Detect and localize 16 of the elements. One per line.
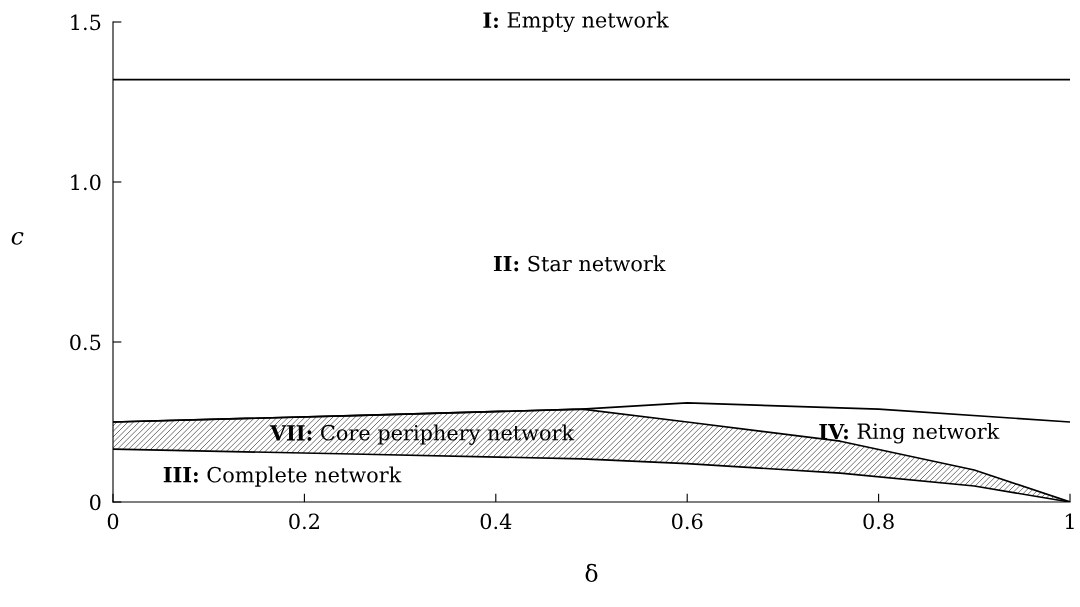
annotation: II: Star network — [493, 255, 666, 272]
annotation: III: Complete network — [163, 466, 402, 487]
x-tick-label: 1 — [1065, 513, 1074, 529]
y-tick-label: 0.5 — [70, 334, 101, 351]
x-tick-label: 0.2 — [289, 513, 319, 530]
y-tick-label: 0 — [90, 494, 101, 511]
x-tick-label: 0 — [107, 513, 119, 530]
x-tick-label: 0.4 — [480, 513, 512, 530]
y-tick-label: 1.0 — [71, 174, 101, 191]
x-tick-label: 0.6 — [672, 513, 703, 530]
annotation: I: Empty network — [483, 11, 669, 33]
x-axis-title: δ — [585, 563, 598, 583]
annotation: IV: Ring network — [819, 422, 1000, 444]
x-tick-label: 0.8 — [863, 513, 894, 530]
y-axis-title: c — [11, 231, 24, 245]
y-tick-label: 1.5 — [71, 14, 101, 31]
